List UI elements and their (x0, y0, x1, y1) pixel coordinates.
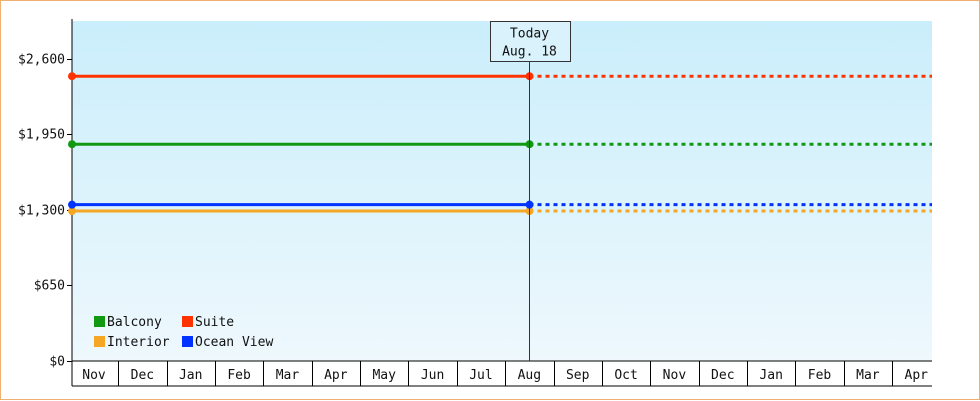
y-tick-label: $650 (34, 279, 65, 294)
x-tick-label: Feb (227, 368, 251, 383)
x-tick-label: Oct (614, 368, 637, 383)
x-tick-label: Nov (82, 368, 106, 383)
legend-label: Interior (107, 335, 170, 350)
x-tick-label: Jul (469, 368, 492, 383)
legend-label: Balcony (107, 315, 162, 330)
legend-swatch (182, 316, 193, 327)
x-tick-label: Aug (518, 368, 541, 383)
legend-swatch (182, 336, 193, 347)
x-tick-label: Jun (421, 368, 444, 383)
plot-area (72, 21, 932, 361)
y-tick-label: $2,600 (18, 53, 65, 68)
legend-swatch (94, 336, 105, 347)
x-tick-label: Mar (856, 368, 880, 383)
x-tick-label: Jan (179, 368, 202, 383)
today-label: Today (510, 27, 549, 42)
x-tick-label: Apr (905, 368, 929, 383)
x-tick-label: Dec (131, 368, 154, 383)
y-tick-label: $1,300 (18, 204, 65, 219)
x-tick-label: May (372, 368, 396, 383)
x-tick-label: Nov (663, 368, 687, 383)
data-point (68, 200, 76, 209)
data-point (68, 72, 76, 81)
legend-swatch (94, 316, 105, 327)
x-tick-label: Mar (276, 368, 300, 383)
data-point (68, 140, 76, 149)
legend-label: Suite (195, 315, 234, 330)
y-tick-label: $1,950 (18, 128, 65, 143)
x-tick-label: Jan (759, 368, 782, 383)
y-tick-label: $0 (49, 355, 65, 370)
today-callout (490, 21, 571, 62)
today-date: Aug. 18 (502, 45, 557, 60)
x-tick-label: Apr (324, 368, 348, 383)
x-tick-label: Dec (711, 368, 734, 383)
x-tick-label: Sep (566, 368, 590, 383)
x-tick-label: Feb (808, 368, 832, 383)
data-point (68, 207, 76, 216)
legend-label: Ocean View (195, 335, 273, 350)
